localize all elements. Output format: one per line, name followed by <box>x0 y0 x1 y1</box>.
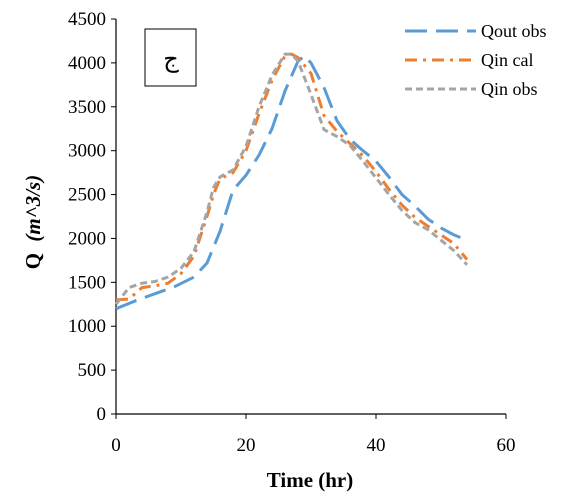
y-tick-label: 3000 <box>68 141 106 162</box>
panel-label: ج <box>163 47 179 73</box>
x-tick-label: 60 <box>497 435 516 456</box>
y-tick-label: 4500 <box>68 9 106 30</box>
x-tick-label: 40 <box>367 435 386 456</box>
legend-label-1: Qout obs <box>481 21 547 41</box>
y-tick-label: 0 <box>97 404 107 425</box>
y-tick-label: 3500 <box>68 97 106 118</box>
y-tick-label: 2000 <box>68 228 106 249</box>
tick-labels: 0 500 1000 1500 2000 2500 3000 3500 4000 4500 0 20 4… <box>68 9 516 456</box>
series-line-1 <box>115 54 468 311</box>
y-axis-title-group: Q (m^3/s) <box>21 175 45 269</box>
axes <box>111 18 507 419</box>
y-tick-label: 1000 <box>68 316 106 337</box>
series-line-2 <box>115 52 469 302</box>
y-tick-label: 2500 <box>68 185 106 206</box>
legend: Qout obs Qin cal Qin obs <box>405 21 547 99</box>
series-lines <box>114 52 469 311</box>
panel-label-frame <box>144 28 197 87</box>
y-axis-title-unit: (m^3/s) <box>21 175 45 242</box>
y-tick-label: 1500 <box>68 272 106 293</box>
x-tick-label: 0 <box>111 435 121 456</box>
series-line-3 <box>114 52 469 306</box>
y-tick-label: 4000 <box>68 53 106 74</box>
x-tick-label: 20 <box>237 435 256 456</box>
y-tick-label: 500 <box>78 360 107 381</box>
x-axis-title: Time (hr) <box>267 468 354 492</box>
legend-label-3: Qin obs <box>481 79 538 99</box>
legend-label-2: Qin cal <box>481 50 533 70</box>
y-axis-title: Q (m^3/s) <box>21 175 45 269</box>
panel-label-box: ج <box>144 28 197 87</box>
y-axis-title-symbol: Q <box>21 253 45 269</box>
